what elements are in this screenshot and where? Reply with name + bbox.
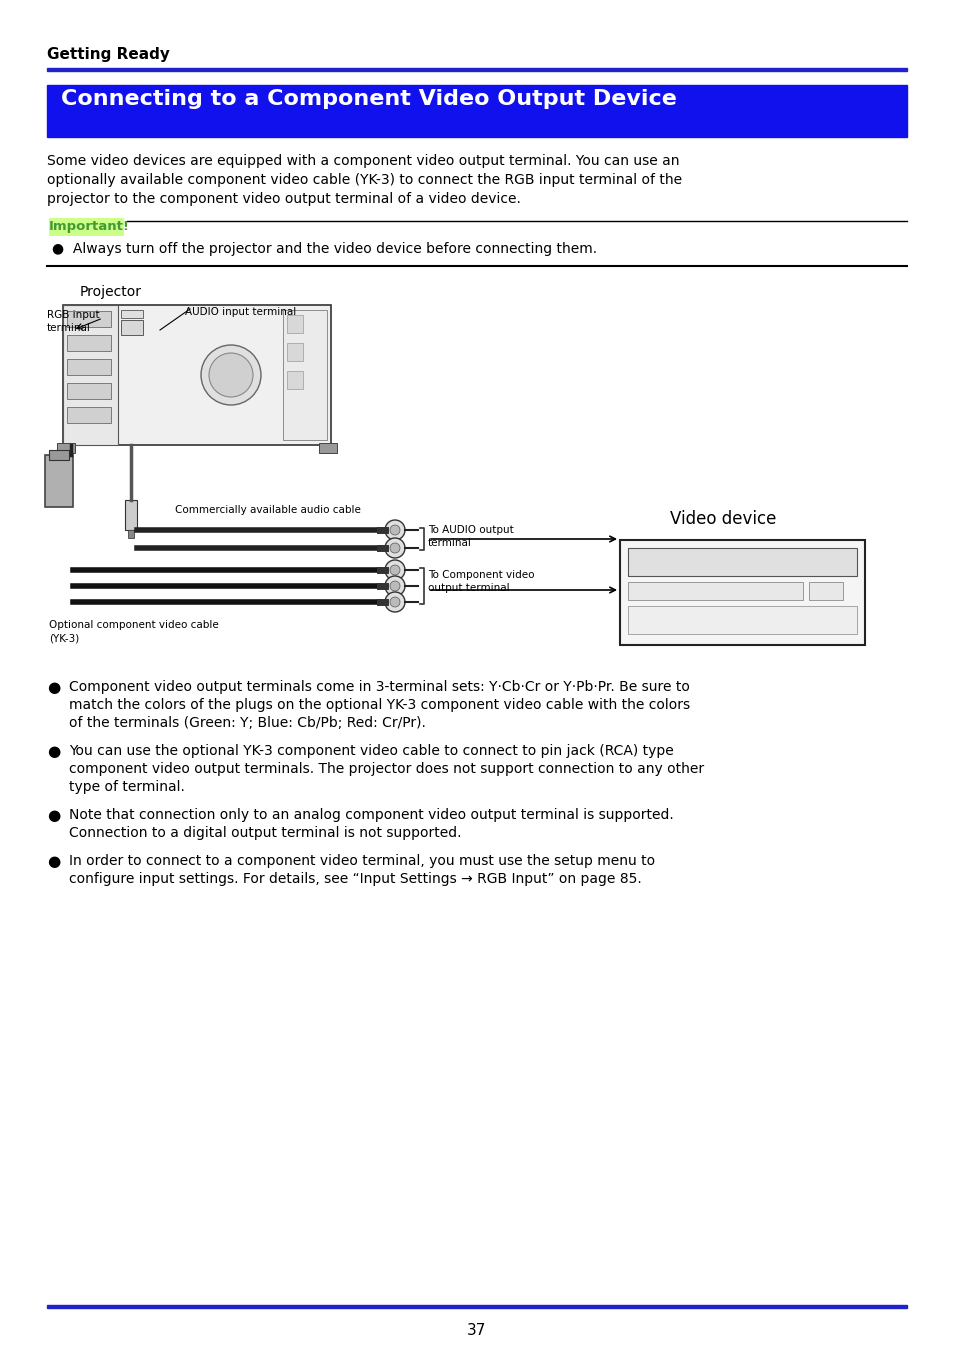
- Circle shape: [201, 345, 261, 406]
- Text: ●: ●: [47, 808, 60, 823]
- Text: You can use the optional YK-3 component video cable to connect to pin jack (RCA): You can use the optional YK-3 component …: [69, 744, 673, 758]
- Text: Commercially available audio cable: Commercially available audio cable: [174, 506, 360, 515]
- Text: Note that connection only to an analog component video output terminal is suppor: Note that connection only to an analog c…: [69, 808, 673, 822]
- Text: Some video devices are equipped with a component video output terminal. You can : Some video devices are equipped with a c…: [47, 154, 679, 168]
- Bar: [67, 407, 111, 423]
- Bar: [67, 311, 111, 327]
- Text: ●  Always turn off the projector and the video device before connecting them.: ● Always turn off the projector and the …: [52, 242, 597, 256]
- Circle shape: [390, 581, 399, 591]
- Bar: [57, 443, 75, 453]
- Bar: [47, 68, 906, 72]
- Text: To AUDIO output
terminal: To AUDIO output terminal: [428, 525, 514, 548]
- Text: ●: ●: [47, 854, 60, 869]
- Text: RGB input
terminal: RGB input terminal: [47, 310, 99, 333]
- Circle shape: [385, 592, 405, 612]
- Bar: [121, 320, 143, 335]
- Circle shape: [209, 353, 253, 397]
- Bar: [67, 383, 111, 399]
- Bar: [63, 306, 331, 445]
- Text: Important!: Important!: [49, 220, 130, 233]
- Circle shape: [390, 525, 399, 535]
- Bar: [128, 530, 133, 538]
- Text: component video output terminals. The projector does not support connection to a: component video output terminals. The pr…: [69, 763, 703, 776]
- Bar: [287, 315, 303, 333]
- Bar: [808, 581, 842, 600]
- Text: To Component video
output terminal: To Component video output terminal: [428, 571, 534, 594]
- Circle shape: [385, 560, 405, 580]
- Bar: [47, 85, 906, 137]
- Bar: [63, 306, 118, 445]
- Text: Projector: Projector: [80, 285, 142, 299]
- Bar: [619, 539, 864, 645]
- Bar: [49, 218, 124, 237]
- Text: In order to connect to a component video terminal, you must use the setup menu t: In order to connect to a component video…: [69, 854, 655, 868]
- Text: Connection to a digital output terminal is not supported.: Connection to a digital output terminal …: [69, 826, 461, 840]
- Text: ●: ●: [47, 680, 60, 695]
- Text: optionally available component video cable (YK-3) to connect the RGB input termi: optionally available component video cab…: [47, 173, 681, 187]
- Circle shape: [390, 565, 399, 575]
- Bar: [125, 500, 137, 530]
- Text: configure input settings. For details, see “Input Settings → RGB Input” on page : configure input settings. For details, s…: [69, 872, 641, 886]
- Circle shape: [385, 538, 405, 558]
- Text: Getting Ready: Getting Ready: [47, 47, 170, 62]
- Bar: [287, 370, 303, 389]
- Bar: [47, 1305, 906, 1307]
- Circle shape: [385, 521, 405, 539]
- Bar: [627, 581, 802, 600]
- Bar: [45, 456, 73, 507]
- Text: type of terminal.: type of terminal.: [69, 780, 185, 794]
- Text: ●: ●: [47, 744, 60, 758]
- Text: 37: 37: [467, 1324, 486, 1338]
- Text: projector to the component video output terminal of a video device.: projector to the component video output …: [47, 192, 520, 206]
- Text: Optional component video cable
(YK-3): Optional component video cable (YK-3): [49, 621, 218, 644]
- Bar: [287, 343, 303, 361]
- Text: match the colors of the plugs on the optional YK-3 component video cable with th: match the colors of the plugs on the opt…: [69, 698, 689, 713]
- Bar: [627, 548, 856, 576]
- Bar: [627, 606, 856, 634]
- Bar: [67, 335, 111, 352]
- Text: Video device: Video device: [669, 510, 776, 529]
- Circle shape: [390, 598, 399, 607]
- Bar: [121, 310, 143, 318]
- Bar: [67, 360, 111, 375]
- Text: Component video output terminals come in 3-terminal sets: Y·Cb·Cr or Y·Pb·Pr. Be: Component video output terminals come in…: [69, 680, 689, 694]
- Text: of the terminals (Green: Y; Blue: Cb/Pb; Red: Cr/Pr).: of the terminals (Green: Y; Blue: Cb/Pb;…: [69, 717, 425, 730]
- Bar: [283, 310, 327, 439]
- Bar: [318, 443, 336, 453]
- Circle shape: [385, 576, 405, 596]
- Text: AUDIO input terminal: AUDIO input terminal: [185, 307, 296, 316]
- Circle shape: [390, 544, 399, 553]
- Bar: [49, 450, 69, 460]
- Text: Connecting to a Component Video Output Device: Connecting to a Component Video Output D…: [61, 89, 677, 110]
